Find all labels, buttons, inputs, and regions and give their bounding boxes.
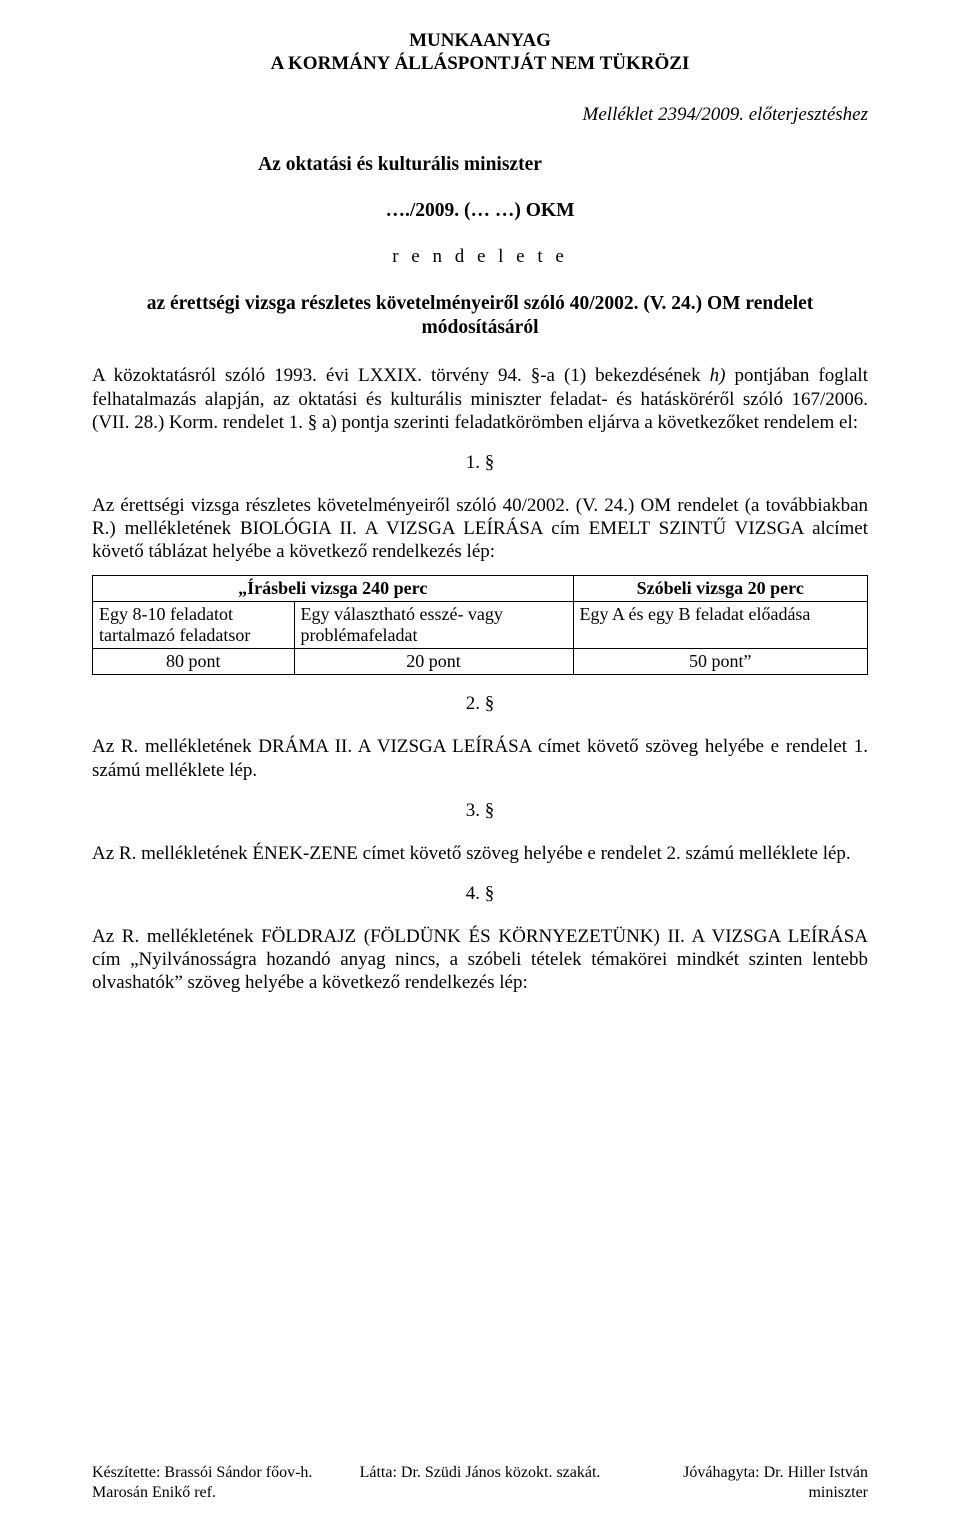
section-3: 3. § <box>92 800 868 822</box>
cell-r1c3: Egy A és egy B feladat előadása <box>573 602 868 649</box>
th-oral: Szóbeli vizsga 20 perc <box>573 576 868 602</box>
footer-right: Jóváhagyta: Dr. Hiller István miniszter <box>609 1463 868 1503</box>
preamble-part1: A közoktatásról szóló 1993. évi LXXIX. t… <box>92 365 710 386</box>
para-1: Az érettségi vizsga részletes követelmén… <box>92 494 868 564</box>
para-2: Az R. mellékletének DRÁMA II. A VIZSGA L… <box>92 735 868 781</box>
header-line2: A KORMÁNY ÁLLÁSPONTJÁT NEM TÜKRÖZI <box>92 53 868 76</box>
doc-header: MUNKAANYAG A KORMÁNY ÁLLÁSPONTJÁT NEM TÜ… <box>92 30 868 76</box>
table-row: Egy 8-10 feladatot tartalmazó feladatsor… <box>93 602 868 649</box>
preamble-h-point: h) <box>710 365 726 386</box>
decree-number: …./2009. (… …) OKM <box>92 200 868 222</box>
header-line1: MUNKAANYAG <box>92 30 868 53</box>
cell-r2c1: 80 pont <box>93 649 295 675</box>
attachment-ref: Melléklet 2394/2009. előterjesztéshez <box>92 104 868 126</box>
section-2: 2. § <box>92 693 868 715</box>
cell-r1c2: Egy választható esszé- vagy problémafela… <box>294 602 573 649</box>
cell-r2c3: 50 pont” <box>573 649 868 675</box>
page: MUNKAANYAG A KORMÁNY ÁLLÁSPONTJÁT NEM TÜ… <box>0 0 960 1529</box>
cell-r1c1: Egy 8-10 feladatot tartalmazó feladatsor <box>93 602 295 649</box>
table-row: „Írásbeli vizsga 240 perc Szóbeli vizsga… <box>93 576 868 602</box>
section-1: 1. § <box>92 452 868 474</box>
th-written: „Írásbeli vizsga 240 perc <box>93 576 574 602</box>
footer-left: Készítette: Brassói Sándor főov-h. Maros… <box>92 1463 351 1503</box>
rendelete-word: r e n d e l e t e <box>92 246 868 268</box>
cell-r2c2: 20 pont <box>294 649 573 675</box>
footer-left-l1: Készítette: Brassói Sándor főov-h. <box>92 1463 351 1483</box>
preamble: A közoktatásról szóló 1993. évi LXXIX. t… <box>92 364 868 434</box>
decree-title: az érettségi vizsga részletes követelmén… <box>92 292 868 341</box>
footer-center: Látta: Dr. Szüdi János közokt. szakát. <box>351 1463 610 1503</box>
exam-table: „Írásbeli vizsga 240 perc Szóbeli vizsga… <box>92 575 868 675</box>
page-footer: Készítette: Brassói Sándor főov-h. Maros… <box>92 1463 868 1503</box>
minister-line: Az oktatási és kulturális miniszter <box>92 154 868 176</box>
section-4: 4. § <box>92 883 868 905</box>
footer-right-l1: Jóváhagyta: Dr. Hiller István <box>609 1463 868 1483</box>
footer-right-l2: miniszter <box>609 1483 868 1503</box>
para-4: Az R. mellékletének FÖLDRAJZ (FÖLDÜNK ÉS… <box>92 925 868 995</box>
para-3: Az R. mellékletének ÉNEK-ZENE címet köve… <box>92 842 868 865</box>
footer-left-l2: Marosán Enikő ref. <box>92 1483 351 1503</box>
table-row: 80 pont 20 pont 50 pont” <box>93 649 868 675</box>
